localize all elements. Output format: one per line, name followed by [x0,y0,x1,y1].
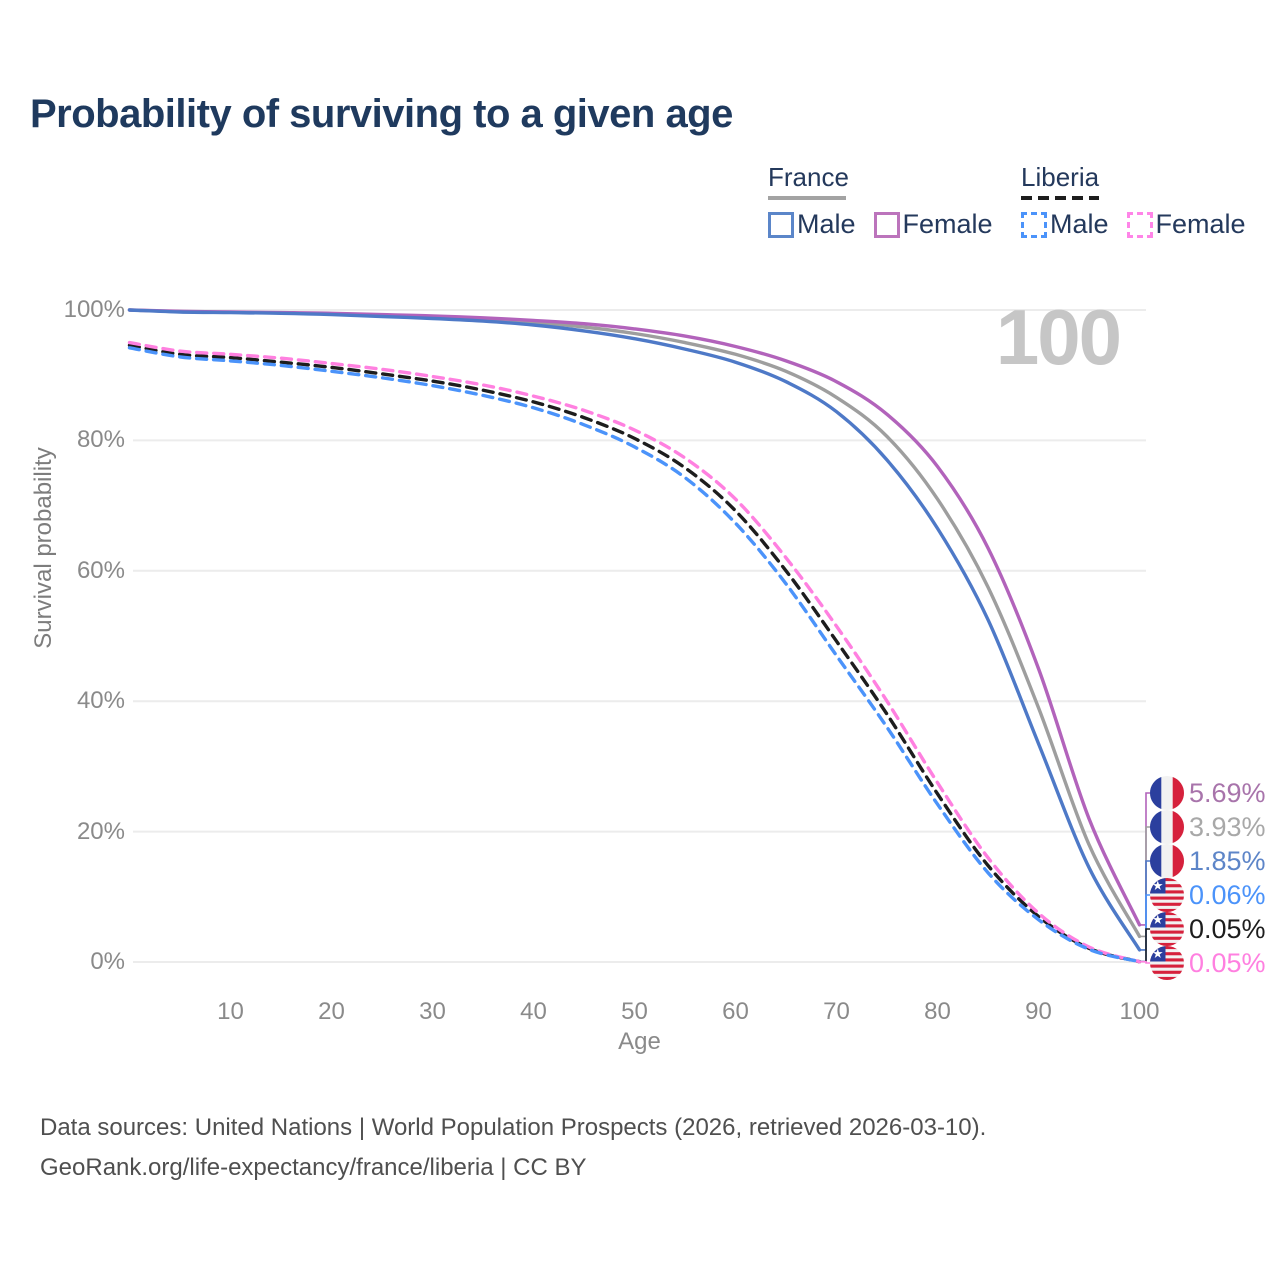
y-tick-20: 20% [76,817,125,845]
france-flag-icon [1150,810,1184,844]
hover-age-indicator: 100 [995,293,1122,381]
curve-liberia-female[interactable] [127,340,1142,964]
liberia-flag-icon [1150,878,1184,912]
liberia-female-swatch-icon [1126,211,1153,238]
legend-liberia-male-label: Male [1050,209,1109,239]
end-label-liberia-total: 0.05% [1150,912,1266,946]
y-tick-80: 80% [76,426,125,454]
x-axis-title: Age [618,1028,661,1055]
end-label-liberia-female: 0.05% [1150,946,1266,980]
legend-france-header: France [768,162,849,192]
france-flag-icon [1150,844,1184,878]
liberia-flag-icon [1150,946,1184,980]
y-tick-100: 100% [63,296,125,323]
y-axis-title: Survival probability [30,447,57,649]
end-label-france-female: 5.69% [1150,776,1266,810]
france-female-swatch-icon [873,211,900,238]
end-label-value: 0.05% [1189,913,1266,944]
legend-item-liberia-male[interactable]: Male [1021,209,1109,240]
liberia-flag-icon [1150,912,1184,946]
liberia-male-swatch-icon [1021,211,1047,238]
curve-liberia-total[interactable] [127,343,1142,964]
legend-item-france-male[interactable]: Male [768,209,856,240]
x-tick-50: 50 [621,998,648,1025]
leader-line-liberia-female [1139,960,1151,964]
curve-liberia-male[interactable] [127,346,1142,964]
page-title: Probability of surviving to a given age [30,92,733,136]
end-label-france-total: 3.93% [1150,810,1266,844]
end-label-liberia-male: 0.06% [1150,878,1266,912]
end-label-value: 3.93% [1189,811,1266,842]
legend-liberia-header: Liberia [1021,162,1100,192]
x-tick-10: 10 [217,998,244,1025]
legend-liberia-female-label: Female [1155,209,1246,239]
end-label-value: 0.05% [1189,947,1266,978]
end-label-value: 5.69% [1189,777,1266,808]
legend-france-total-line-key [768,196,846,200]
end-label-value: 1.85% [1189,845,1266,876]
end-label-value: 0.06% [1189,879,1266,910]
legend-item-liberia-female[interactable]: Female [1126,209,1246,240]
legend-liberia-total-line-key [1021,196,1099,200]
footer: Data sources: United Nations | World Pop… [40,1108,986,1188]
legend-group-france: France Male Female [768,162,993,240]
x-tick-90: 90 [1025,998,1052,1025]
x-tick-40: 40 [520,998,547,1025]
y-tick-60: 60% [76,556,125,584]
x-tick-30: 30 [419,998,446,1025]
chart-canvas [127,308,1151,964]
curve-france-male[interactable] [127,308,1142,952]
y-tick-40: 40% [76,687,125,715]
legend-group-liberia: Liberia Male Female [1021,162,1246,240]
x-tick-80: 80 [924,998,951,1025]
footer-attribution-link: GeoRank.org/life-expectancy/france/liber… [40,1154,587,1181]
x-tick-60: 60 [722,998,749,1025]
france-male-swatch-icon [768,211,794,238]
legend-france-male-label: Male [797,209,856,239]
footer-data-sources: Data sources: United Nations | World Pop… [40,1114,987,1141]
x-tick-100: 100 [1119,998,1160,1025]
x-tick-70: 70 [823,998,850,1025]
y-tick-0: 0% [90,948,125,975]
legend-item-france-female[interactable]: Female [873,209,993,240]
end-label-france-male: 1.85% [1150,844,1266,878]
x-tick-20: 20 [318,998,345,1025]
france-flag-icon [1150,776,1184,810]
legend-france-female-label: Female [902,209,993,239]
